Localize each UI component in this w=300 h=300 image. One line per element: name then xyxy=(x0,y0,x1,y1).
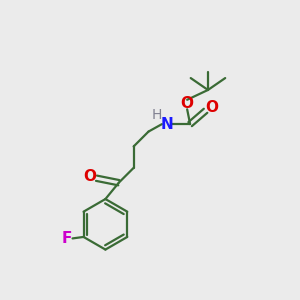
Text: O: O xyxy=(181,96,194,111)
Text: H: H xyxy=(152,108,162,122)
Text: O: O xyxy=(205,100,218,115)
Text: N: N xyxy=(161,117,174,132)
Text: O: O xyxy=(83,169,97,184)
Text: F: F xyxy=(62,231,72,246)
